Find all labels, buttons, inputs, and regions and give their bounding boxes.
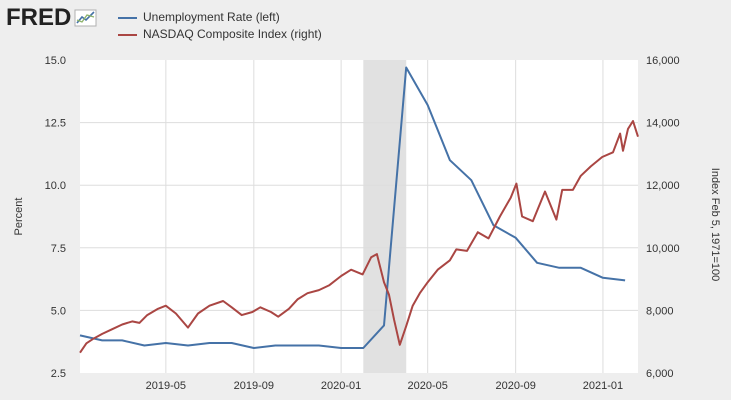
- legend-item-nasdaq[interactable]: NASDAQ Composite Index (right): [118, 26, 322, 43]
- x-tick-label: 2020-09: [495, 380, 535, 392]
- y2-tick-label: 10,000: [646, 243, 680, 255]
- legend-label-nasdaq: NASDAQ Composite Index (right): [143, 27, 322, 41]
- y2-tick-label: 16,000: [646, 55, 680, 67]
- y-tick-label: 12.5: [45, 118, 66, 130]
- y2-tick-label: 12,000: [646, 180, 680, 192]
- x-tick-label: 2019-09: [234, 380, 274, 392]
- y-tick-label: 2.5: [51, 368, 66, 380]
- legend-label-unemployment: Unemployment Rate (left): [143, 10, 280, 24]
- x-tick-label: 2020-05: [407, 380, 447, 392]
- x-tick-label: 2020-01: [321, 380, 361, 392]
- y-tick-label: 15.0: [45, 55, 66, 67]
- plot-area: [80, 60, 638, 373]
- y-tick-label: 7.5: [51, 243, 66, 255]
- y-axis-label: Percent: [13, 198, 25, 236]
- x-tick-label: 2021-01: [583, 380, 623, 392]
- legend-swatch-nasdaq: [118, 33, 137, 36]
- legend-item-unemployment[interactable]: Unemployment Rate (left): [118, 9, 322, 26]
- fred-graph-icon: [74, 9, 97, 27]
- y2-tick-label: 6,000: [646, 368, 674, 380]
- y-tick-label: 5.0: [51, 305, 66, 317]
- legend: Unemployment Rate (left) NASDAQ Composit…: [118, 9, 322, 43]
- unemployment-rate-line: [79, 66, 626, 349]
- nasdaq-index-line: [79, 120, 639, 354]
- y2-tick-label: 14,000: [646, 118, 680, 130]
- fred-logo[interactable]: FRED: [6, 4, 98, 32]
- fred-logo-text: FRED: [6, 4, 72, 31]
- y2-axis-label: Index Feb 5, 1971=100: [709, 168, 721, 281]
- y-tick-label: 10.0: [45, 180, 66, 192]
- y2-tick-label: 8,000: [646, 305, 674, 317]
- legend-swatch-unemployment: [118, 16, 137, 19]
- x-tick-label: 2019-05: [146, 380, 186, 392]
